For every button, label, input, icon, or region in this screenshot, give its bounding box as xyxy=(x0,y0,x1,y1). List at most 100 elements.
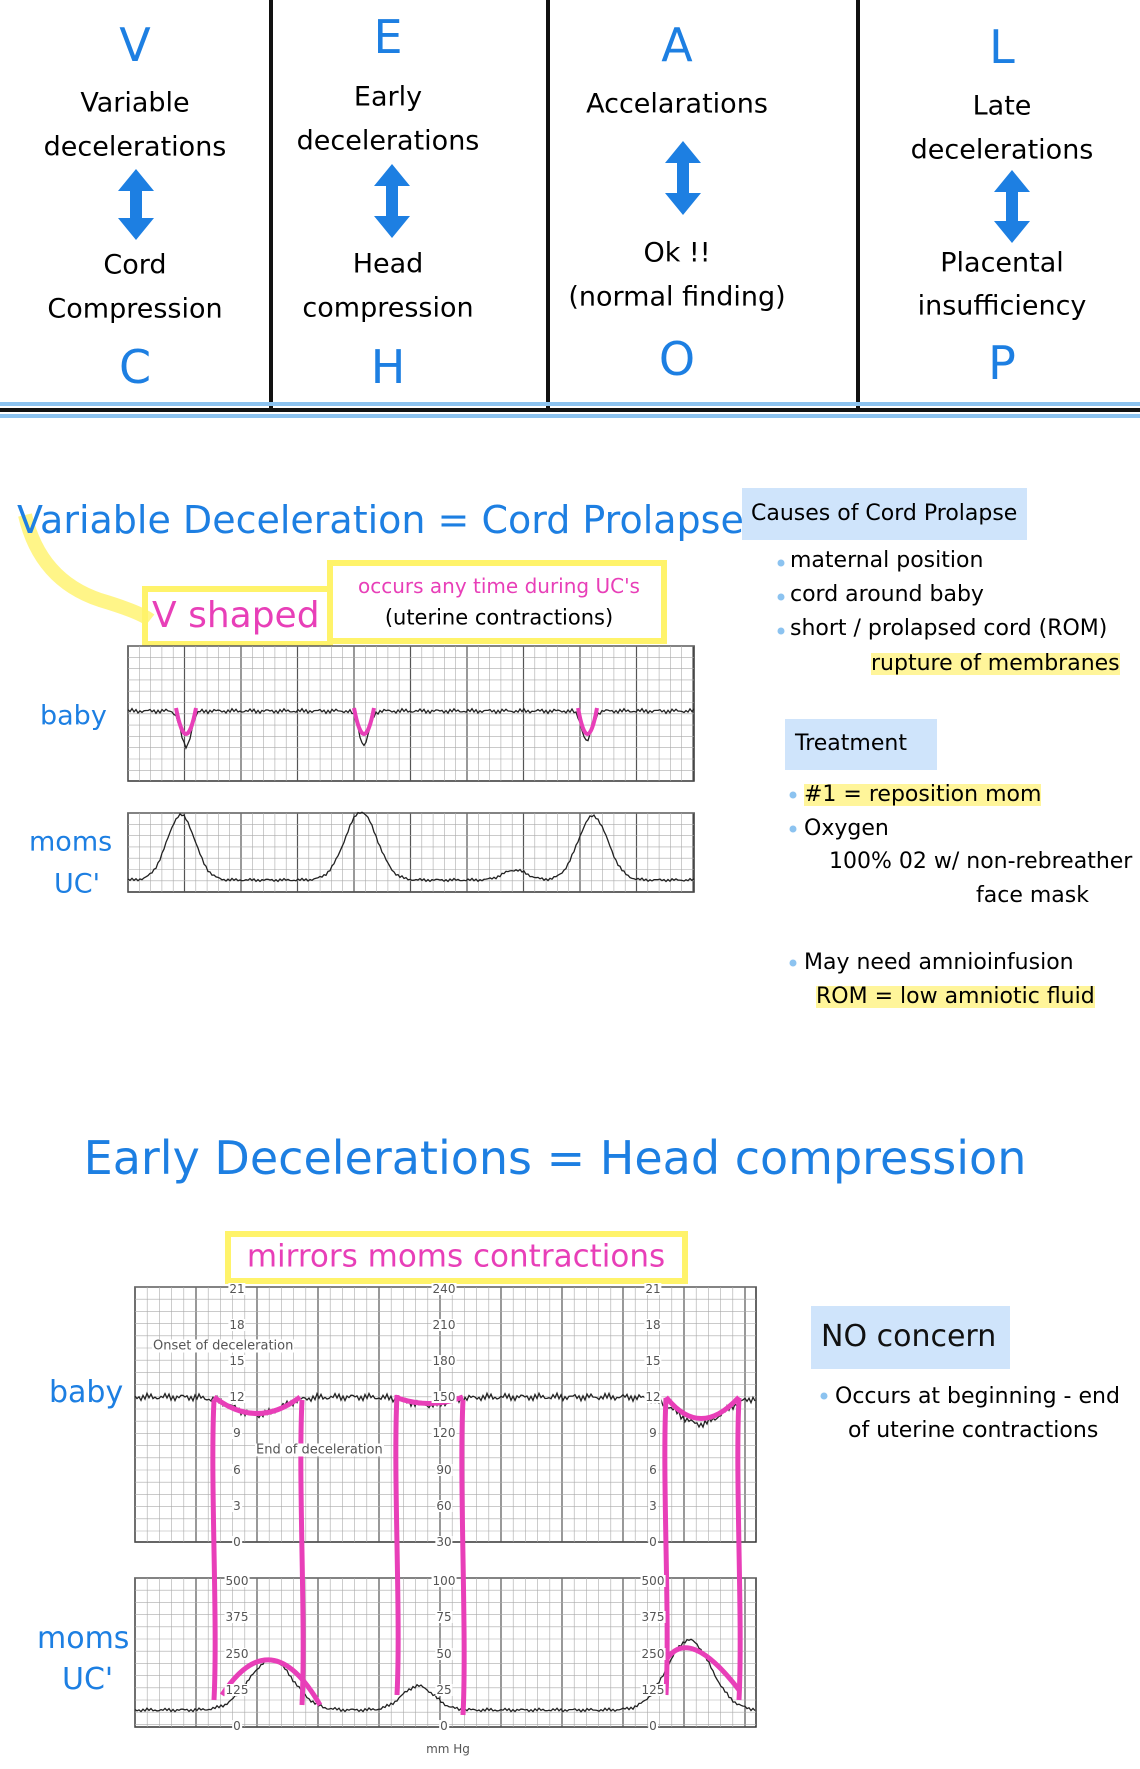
note: occurs any time during UC's xyxy=(358,574,640,598)
meaning-text: insufficiency xyxy=(917,290,1087,322)
scale-label: 125 xyxy=(224,1682,250,1697)
annotation xyxy=(174,707,198,736)
annotation xyxy=(662,1397,670,1696)
cause-text: Variable xyxy=(80,87,190,119)
annotation xyxy=(735,1397,743,1701)
meaning-text: Compression xyxy=(47,293,223,325)
bullet xyxy=(777,559,785,567)
scale-label: 240 xyxy=(431,1282,457,1296)
list-item: cord around baby xyxy=(790,582,984,607)
annotation xyxy=(219,1657,323,1707)
strip-gap xyxy=(135,1543,756,1577)
cause-text: decelerations xyxy=(910,134,1094,166)
scale-label: 18 xyxy=(228,1318,246,1333)
section-title: Early Decelerations = Head compression xyxy=(83,1131,1027,1185)
scale-label: 12 xyxy=(228,1390,246,1405)
trace xyxy=(127,707,695,750)
scale-label: 0 xyxy=(232,1719,242,1734)
double-arrow xyxy=(665,141,701,215)
bullet xyxy=(789,959,797,967)
list-item: short / prolapsed cord (ROM) xyxy=(790,616,1108,641)
letter: A xyxy=(661,18,693,72)
strip-label: baby xyxy=(40,700,107,732)
cause-text: decelerations xyxy=(296,125,480,157)
note: V shaped xyxy=(152,595,320,636)
scale-label: 90 xyxy=(435,1462,453,1477)
scale-label: 500 xyxy=(640,1574,666,1588)
strip-note: End of deceleration xyxy=(255,1442,384,1458)
strip-label: moms xyxy=(29,826,113,858)
scale-label: 0 xyxy=(439,1719,449,1734)
scale-label: 210 xyxy=(431,1318,457,1333)
scale-label: 120 xyxy=(431,1426,457,1441)
scale-label: 6 xyxy=(232,1462,242,1477)
strip-gap xyxy=(128,782,694,812)
table-lines xyxy=(0,0,1140,412)
heading-box xyxy=(811,1306,1010,1369)
scale-label: 180 xyxy=(431,1354,457,1369)
meaning-text: Cord xyxy=(103,249,167,281)
annotation xyxy=(663,1645,741,1692)
cause-text: decelerations xyxy=(43,131,227,163)
meaning-text: (normal finding) xyxy=(568,281,786,313)
scale-label: 3 xyxy=(232,1498,242,1513)
trace xyxy=(127,811,695,883)
scale-label: 250 xyxy=(224,1646,250,1661)
meaning-text: compression xyxy=(302,292,474,324)
scale-label: 375 xyxy=(640,1610,666,1625)
annotation xyxy=(210,1399,218,1701)
annotation xyxy=(393,1394,401,1696)
highlight-curve xyxy=(18,513,155,626)
scale-label: 125 xyxy=(640,1682,666,1697)
annotation xyxy=(352,707,376,736)
bullet xyxy=(789,825,797,833)
bullet xyxy=(820,1392,828,1400)
heading: NO concern xyxy=(821,1319,997,1354)
meaning-text: Ok !! xyxy=(643,237,711,269)
scale-label: 0 xyxy=(648,1719,658,1734)
highlight-box xyxy=(327,560,667,644)
list-item: Oxygen xyxy=(804,816,889,841)
cause-text: Accelarations xyxy=(586,88,768,120)
list-item: May need amnioinfusion xyxy=(804,950,1074,975)
cause-text: Early xyxy=(353,81,423,113)
scale-label: 60 xyxy=(435,1498,453,1513)
heading: Treatment xyxy=(795,731,907,756)
scale-label: 500 xyxy=(224,1574,250,1588)
list-item: face mask xyxy=(976,883,1089,908)
scale-label: 3 xyxy=(648,1498,658,1513)
axis-unit: mm Hg xyxy=(425,1742,471,1756)
letter: O xyxy=(658,332,696,386)
double-arrow xyxy=(994,170,1030,243)
scale-label: 250 xyxy=(640,1646,666,1661)
scale-label: 15 xyxy=(228,1354,246,1369)
annotation xyxy=(664,1395,741,1421)
scale-label: 15 xyxy=(644,1354,662,1369)
strip-label: baby xyxy=(49,1375,124,1410)
list-note: rupture of membranes xyxy=(871,651,1120,676)
arrows xyxy=(118,141,1030,243)
list-item: of uterine contractions xyxy=(848,1418,1099,1443)
list-item: #1 = reposition mom xyxy=(804,782,1042,807)
heading: Causes of Cord Prolapse xyxy=(751,501,1018,526)
heading-box xyxy=(785,719,937,770)
scale-label: 100 xyxy=(431,1574,457,1588)
scale-label: 150 xyxy=(431,1390,457,1405)
annotation xyxy=(459,1399,467,1716)
strip-label: UC' xyxy=(62,1662,114,1697)
list-item: maternal position xyxy=(790,548,984,573)
annotation xyxy=(576,707,599,736)
annotation xyxy=(394,1394,464,1406)
note: (uterine contractions) xyxy=(384,605,614,630)
letter: C xyxy=(118,340,152,394)
bullet xyxy=(777,593,785,601)
heading-box xyxy=(742,488,1027,540)
meaning-text: Placental xyxy=(940,247,1064,279)
cause-text: Late xyxy=(972,90,1032,122)
scale-label: 9 xyxy=(232,1426,242,1441)
double-arrow xyxy=(374,164,410,238)
scale-label: 9 xyxy=(648,1426,658,1441)
letter: L xyxy=(989,20,1015,74)
scale-label: 12 xyxy=(644,1390,662,1405)
